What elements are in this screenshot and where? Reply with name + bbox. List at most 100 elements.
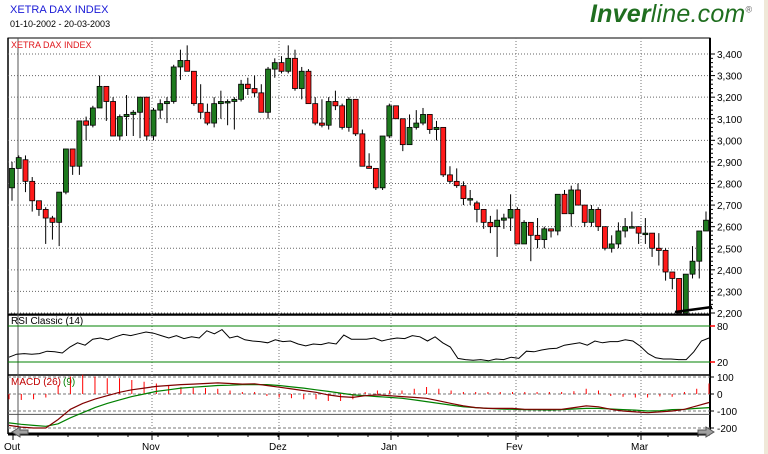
- candle-down[interactable]: [527, 221, 534, 236]
- candle-up[interactable]: [150, 109, 157, 137]
- candle-down[interactable]: [561, 193, 568, 215]
- candle-up[interactable]: [588, 208, 595, 223]
- candle-up[interactable]: [76, 120, 83, 167]
- candle-up[interactable]: [123, 114, 130, 117]
- candle-down[interactable]: [352, 98, 359, 135]
- candle-down[interactable]: [204, 111, 211, 124]
- candle-down[interactable]: [426, 114, 433, 130]
- candle-down[interactable]: [258, 92, 265, 113]
- candle-up[interactable]: [157, 103, 164, 111]
- candle-up[interactable]: [413, 122, 420, 128]
- candle-up[interactable]: [224, 101, 231, 104]
- candle-down[interactable]: [244, 83, 251, 89]
- candle-up[interactable]: [541, 228, 548, 241]
- candle-down[interactable]: [251, 88, 258, 94]
- candle-down[interactable]: [534, 234, 541, 241]
- candle-down[interactable]: [197, 103, 204, 113]
- candle-up[interactable]: [298, 70, 305, 89]
- candle-down[interactable]: [372, 167, 379, 189]
- candle-up[interactable]: [15, 157, 22, 169]
- candle-down[interactable]: [36, 200, 42, 210]
- candle-up[interactable]: [231, 98, 238, 102]
- candle-down[interactable]: [548, 228, 554, 232]
- candle-up[interactable]: [285, 57, 292, 72]
- candle-up[interactable]: [682, 273, 689, 314]
- candle-up[interactable]: [217, 101, 224, 105]
- candle-up[interactable]: [420, 114, 426, 124]
- brand-logo[interactable]: Inverline.com®: [590, 0, 752, 29]
- candle-up[interactable]: [238, 83, 244, 100]
- candle-up[interactable]: [615, 230, 622, 245]
- candle-down[interactable]: [191, 70, 197, 105]
- candle-up[interactable]: [170, 66, 177, 102]
- candle-down[interactable]: [581, 204, 588, 223]
- candle-up[interactable]: [494, 219, 501, 228]
- candle-up[interactable]: [507, 208, 514, 219]
- candle-up[interactable]: [628, 226, 635, 229]
- candle-down[interactable]: [487, 221, 494, 228]
- candle-up[interactable]: [433, 126, 440, 130]
- scroll-left-arrow-icon[interactable]: [11, 426, 29, 438]
- candle-up[interactable]: [164, 101, 170, 105]
- candle-down[interactable]: [662, 250, 669, 273]
- candle-down[interactable]: [319, 122, 325, 126]
- candle-up[interactable]: [56, 191, 63, 223]
- candle-down[interactable]: [635, 226, 642, 234]
- candle-up[interactable]: [211, 103, 218, 124]
- candle-down[interactable]: [143, 96, 150, 137]
- candle-down[interactable]: [305, 70, 312, 105]
- candle-down[interactable]: [655, 247, 662, 251]
- candle-down[interactable]: [110, 101, 116, 137]
- candle-down[interactable]: [453, 180, 460, 187]
- candle-down[interactable]: [676, 278, 682, 314]
- candle-down[interactable]: [278, 62, 285, 72]
- candle-up[interactable]: [703, 219, 709, 232]
- candle-down[interactable]: [602, 226, 608, 249]
- candle-down[interactable]: [399, 118, 406, 146]
- candle-up[interactable]: [137, 96, 143, 113]
- candle-up[interactable]: [696, 230, 703, 262]
- candle-up[interactable]: [568, 189, 575, 215]
- candle-up[interactable]: [554, 193, 561, 232]
- candle-up[interactable]: [177, 60, 184, 68]
- candle-up[interactable]: [622, 226, 629, 232]
- candle-down[interactable]: [332, 101, 339, 107]
- candle-down[interactable]: [184, 60, 191, 72]
- candle-up[interactable]: [96, 85, 103, 109]
- candle-up[interactable]: [500, 217, 507, 221]
- candle-down[interactable]: [339, 105, 346, 128]
- candle-up[interactable]: [345, 98, 352, 128]
- candle-down[interactable]: [514, 208, 521, 245]
- candle-up[interactable]: [521, 221, 527, 245]
- trendline[interactable]: [674, 305, 713, 314]
- candle-down[interactable]: [366, 165, 373, 169]
- candle-down[interactable]: [393, 105, 399, 120]
- candle-up[interactable]: [63, 148, 69, 193]
- candle-up[interactable]: [325, 101, 332, 126]
- candle-down[interactable]: [29, 180, 36, 202]
- candle-down[interactable]: [474, 202, 480, 210]
- candle-down[interactable]: [359, 133, 366, 167]
- candle-down[interactable]: [103, 85, 110, 102]
- candle-up[interactable]: [271, 62, 278, 70]
- candle-up[interactable]: [406, 126, 413, 146]
- candle-up[interactable]: [386, 105, 393, 137]
- candle-down[interactable]: [480, 208, 487, 223]
- candle-up[interactable]: [89, 107, 96, 126]
- candle-down[interactable]: [42, 208, 49, 219]
- candle-up[interactable]: [130, 111, 137, 115]
- candle-down[interactable]: [69, 148, 76, 167]
- candle-down[interactable]: [575, 189, 581, 206]
- candle-down[interactable]: [49, 217, 56, 223]
- candle-down[interactable]: [440, 126, 447, 176]
- candle-down[interactable]: [22, 159, 29, 182]
- candle-up[interactable]: [379, 135, 386, 189]
- candle-down[interactable]: [83, 120, 90, 126]
- candle-up[interactable]: [608, 243, 615, 249]
- candle-down[interactable]: [669, 271, 676, 279]
- candle-up[interactable]: [467, 198, 474, 201]
- candle-down[interactable]: [312, 103, 319, 124]
- candle-down[interactable]: [292, 57, 298, 89]
- scroll-right-arrow-icon[interactable]: [697, 426, 715, 438]
